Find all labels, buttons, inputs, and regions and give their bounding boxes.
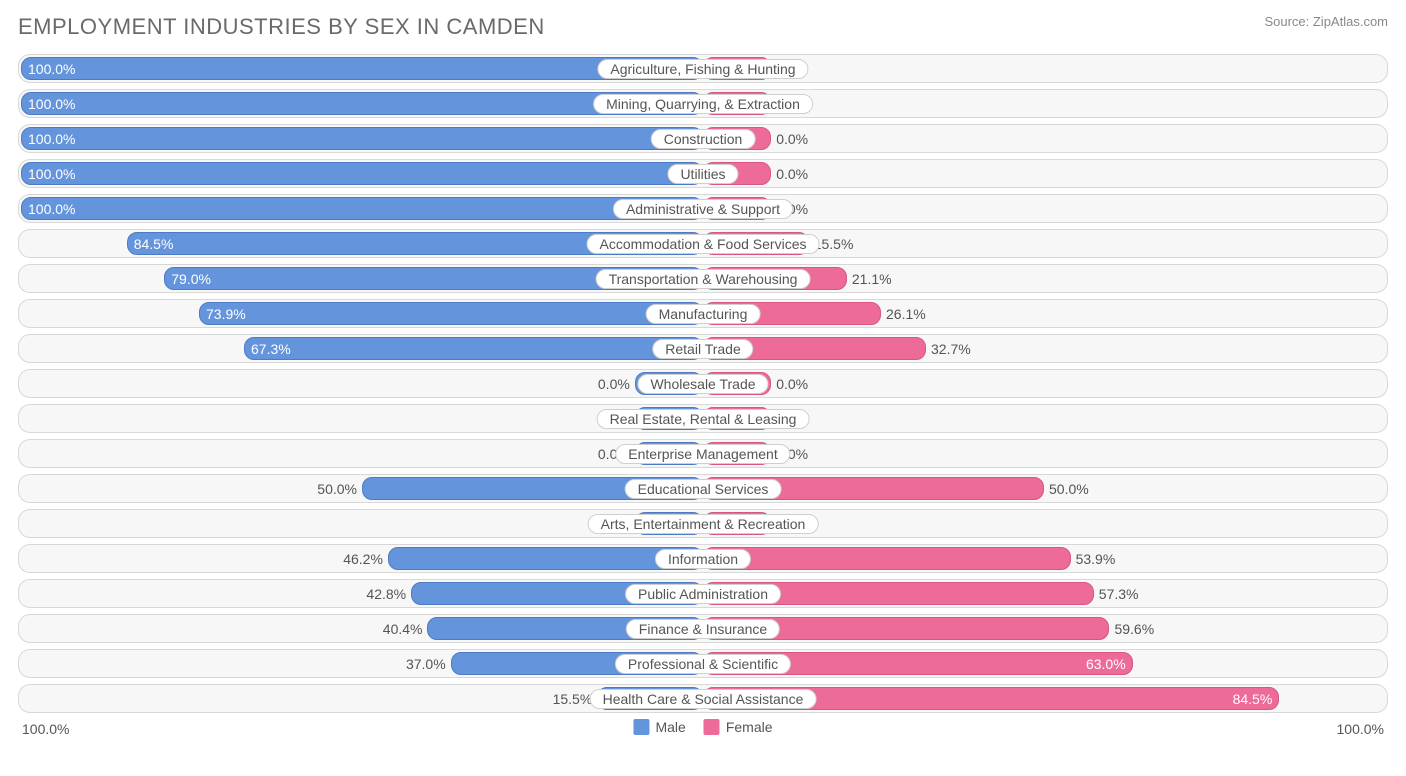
chart-row: 73.9% 26.1% Manufacturing — [18, 299, 1388, 328]
chart-row: 0.0% 0.0%Wholesale Trade — [18, 369, 1388, 398]
chart-row: 0.0%0.0%Real Estate, Rental & Leasing — [18, 404, 1388, 433]
female-pct-label: 84.5% — [1233, 691, 1273, 707]
category-label: Construction — [651, 129, 756, 149]
male-pct-label: 100.0% — [28, 131, 75, 147]
chart-row: 100.0%0.0%Agriculture, Fishing & Hunting — [18, 54, 1388, 83]
legend-swatch-male — [633, 719, 649, 735]
category-label: Accommodation & Food Services — [587, 234, 820, 254]
male-pct-label: 100.0% — [28, 61, 75, 77]
chart-row: 100.0%0.0%Administrative & Support — [18, 194, 1388, 223]
female-pct-label: 57.3% — [1093, 586, 1139, 602]
chart-footer: 100.0% Male Female 100.0% — [18, 719, 1388, 743]
male-pct-label: 42.8% — [366, 586, 412, 602]
legend-item-female: Female — [704, 719, 773, 735]
male-pct-label: 100.0% — [28, 201, 75, 217]
male-pct-label: 79.0% — [171, 271, 211, 287]
chart-row: 37.0% 63.0% Professional & Scientific — [18, 649, 1388, 678]
male-pct-label: 46.2% — [343, 551, 389, 567]
male-bar: 73.9% — [199, 302, 703, 325]
category-label: Mining, Quarrying, & Extraction — [593, 94, 813, 114]
male-pct-label: 67.3% — [251, 341, 291, 357]
chart-row: 50.0% 50.0% Educational Services — [18, 474, 1388, 503]
category-label: Professional & Scientific — [615, 654, 791, 674]
legend-item-male: Male — [633, 719, 685, 735]
chart-row: 100.0% 0.0% Utilities — [18, 159, 1388, 188]
chart-row: 40.4% 59.6% Finance & Insurance — [18, 614, 1388, 643]
male-bar: 67.3% — [244, 337, 703, 360]
male-pct-label: 100.0% — [28, 166, 75, 182]
legend-swatch-female — [704, 719, 720, 735]
category-label: Wholesale Trade — [637, 374, 768, 394]
female-bar: 53.9% — [703, 547, 1071, 570]
female-pct-label: 0.0% — [770, 131, 808, 147]
female-pct-label: 0.0% — [770, 376, 808, 392]
legend-label-female: Female — [726, 719, 773, 735]
axis-label-right: 100.0% — [1337, 721, 1384, 737]
male-pct-label: 50.0% — [317, 481, 363, 497]
category-label: Transportation & Warehousing — [596, 269, 811, 289]
male-pct-label: 37.0% — [406, 656, 452, 672]
category-label: Agriculture, Fishing & Hunting — [597, 59, 808, 79]
chart-header: EMPLOYMENT INDUSTRIES BY SEX IN CAMDEN S… — [18, 14, 1388, 40]
female-pct-label: 21.1% — [846, 271, 892, 287]
chart-row: 0.0%0.0%Enterprise Management — [18, 439, 1388, 468]
category-label: Real Estate, Rental & Leasing — [597, 409, 810, 429]
female-pct-label: 59.6% — [1108, 621, 1154, 637]
female-pct-label: 63.0% — [1086, 656, 1126, 672]
category-label: Retail Trade — [652, 339, 753, 359]
category-label: Utilities — [667, 164, 738, 184]
female-pct-label: 26.1% — [880, 306, 926, 322]
male-pct-label: 0.0% — [598, 376, 636, 392]
chart-row: 42.8% 57.3% Public Administration — [18, 579, 1388, 608]
male-pct-label: 84.5% — [134, 236, 174, 252]
category-label: Finance & Insurance — [626, 619, 780, 639]
chart-row: 46.2%53.9%Information — [18, 544, 1388, 573]
chart-row: 67.3% 32.7% Retail Trade — [18, 334, 1388, 363]
chart-row: 84.5%15.5%Accommodation & Food Services — [18, 229, 1388, 258]
category-label: Health Care & Social Assistance — [590, 689, 817, 709]
category-label: Educational Services — [625, 479, 782, 499]
chart-source: Source: ZipAtlas.com — [1264, 14, 1388, 29]
male-bar: 100.0% — [21, 127, 703, 150]
category-label: Public Administration — [625, 584, 781, 604]
chart-row: 15.5%84.5%Health Care & Social Assistanc… — [18, 684, 1388, 713]
legend: Male Female — [633, 719, 772, 735]
category-label: Information — [655, 549, 751, 569]
category-label: Manufacturing — [646, 304, 761, 324]
legend-label-male: Male — [655, 719, 685, 735]
female-pct-label: 53.9% — [1070, 551, 1116, 567]
chart-area: 100.0%0.0%Agriculture, Fishing & Hunting… — [18, 54, 1388, 713]
female-pct-label: 0.0% — [770, 166, 808, 182]
category-label: Administrative & Support — [613, 199, 793, 219]
category-label: Enterprise Management — [615, 444, 790, 464]
male-pct-label: 40.4% — [383, 621, 429, 637]
chart-row: 79.0% 21.1% Transportation & Warehousing — [18, 264, 1388, 293]
category-label: Arts, Entertainment & Recreation — [588, 514, 819, 534]
male-bar: 100.0% — [21, 197, 703, 220]
chart-row: 0.0%0.0%Arts, Entertainment & Recreation — [18, 509, 1388, 538]
male-bar: 100.0% — [21, 162, 703, 185]
chart-row: 100.0%0.0%Mining, Quarrying, & Extractio… — [18, 89, 1388, 118]
female-pct-label: 32.7% — [925, 341, 971, 357]
female-pct-label: 50.0% — [1043, 481, 1089, 497]
chart-title: EMPLOYMENT INDUSTRIES BY SEX IN CAMDEN — [18, 14, 545, 40]
male-pct-label: 100.0% — [28, 96, 75, 112]
male-pct-label: 73.9% — [206, 306, 246, 322]
chart-row: 100.0% 0.0% Construction — [18, 124, 1388, 153]
axis-label-left: 100.0% — [22, 721, 69, 737]
